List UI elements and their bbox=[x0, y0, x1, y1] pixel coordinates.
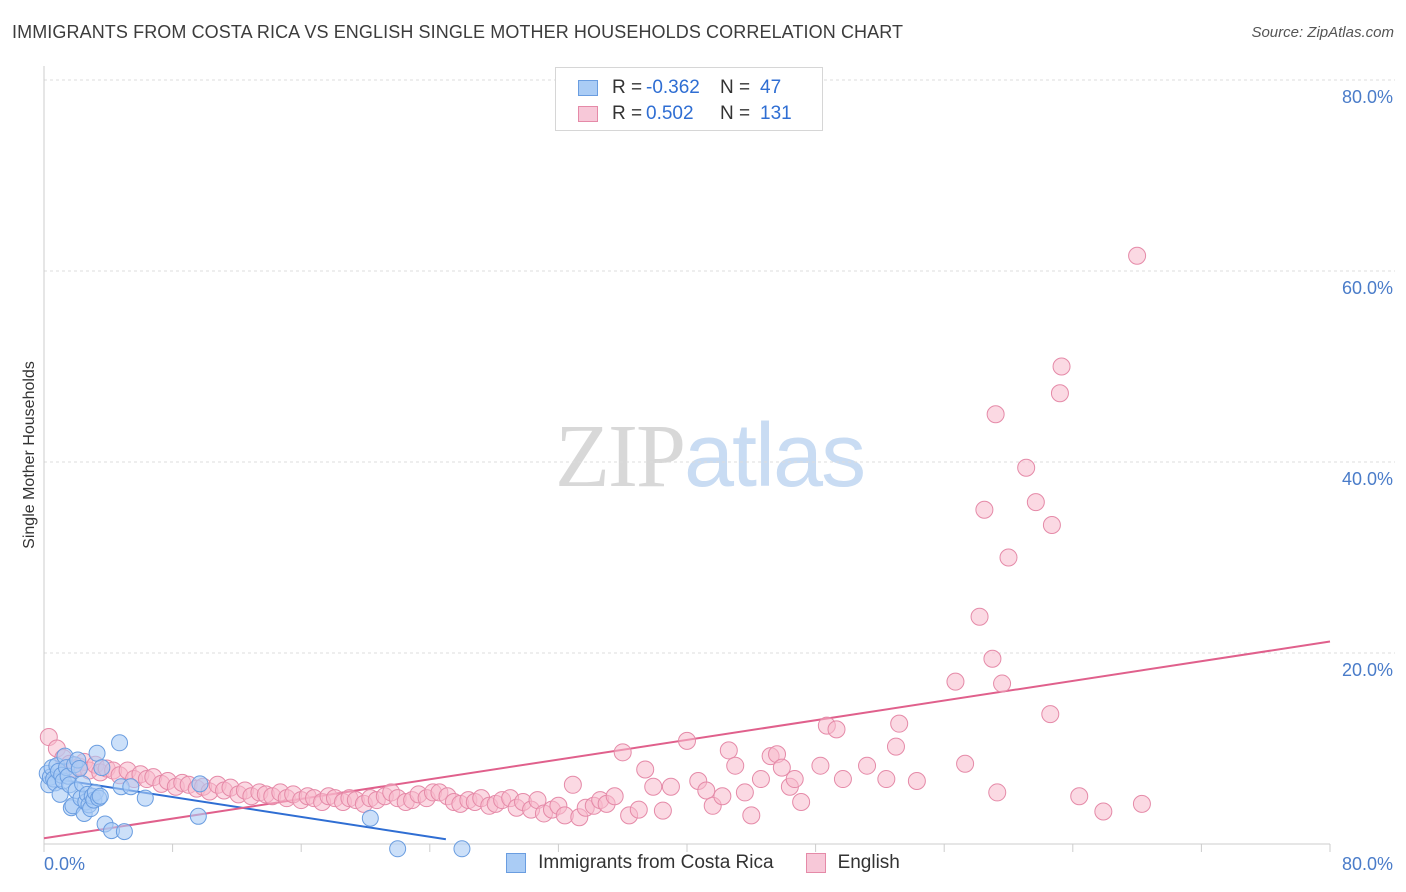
data-point-english bbox=[812, 757, 829, 774]
y-tick-label: 20.0% bbox=[1342, 660, 1393, 680]
y-axis-title: Single Mother Households bbox=[21, 361, 38, 549]
data-point-english bbox=[947, 673, 964, 690]
data-point-english bbox=[1027, 494, 1044, 511]
data-point-english bbox=[987, 406, 1004, 423]
data-point-english bbox=[971, 608, 988, 625]
data-point-english bbox=[606, 788, 623, 805]
data-point-english bbox=[878, 771, 895, 788]
correlation-legend: R = -0.362 N = 47 R = 0.502 N = 131 bbox=[555, 67, 823, 131]
data-point-costa-rica bbox=[190, 808, 206, 824]
series-swatch-pink bbox=[806, 853, 826, 873]
legend-n-label: N = bbox=[720, 77, 760, 99]
data-point-costa-rica bbox=[89, 745, 105, 761]
series-legend-english[interactable]: English bbox=[806, 852, 900, 874]
data-point-english bbox=[828, 721, 845, 738]
scatter-chart: 20.0%40.0%60.0%80.0%0.0% 80.0%Single Moth… bbox=[0, 0, 1406, 892]
data-point-english bbox=[714, 788, 731, 805]
data-point-costa-rica bbox=[94, 760, 110, 776]
data-point-english bbox=[630, 801, 647, 818]
series-swatch-blue bbox=[506, 853, 526, 873]
data-point-costa-rica bbox=[137, 790, 153, 806]
data-point-costa-rica bbox=[116, 824, 132, 840]
data-point-english bbox=[1018, 459, 1035, 476]
points-english bbox=[40, 247, 1150, 826]
data-point-costa-rica bbox=[362, 810, 378, 826]
data-point-english bbox=[752, 771, 769, 788]
data-point-english bbox=[1051, 385, 1068, 402]
data-point-english bbox=[720, 742, 737, 759]
data-point-english bbox=[645, 778, 662, 795]
data-point-english bbox=[679, 732, 696, 749]
data-point-english bbox=[698, 782, 715, 799]
data-point-english bbox=[994, 675, 1011, 692]
data-point-english bbox=[1042, 706, 1059, 723]
legend-r-value: 0.502 bbox=[646, 103, 720, 125]
legend-row-english: R = 0.502 N = 131 bbox=[578, 102, 792, 126]
legend-n-label: N = bbox=[720, 103, 760, 125]
data-point-english bbox=[859, 757, 876, 774]
data-point-costa-rica bbox=[71, 761, 87, 777]
data-point-english bbox=[637, 761, 654, 778]
data-point-english bbox=[984, 650, 1001, 667]
legend-r-label: R = bbox=[612, 103, 646, 125]
y-tick-label: 40.0% bbox=[1342, 469, 1393, 489]
data-point-english bbox=[743, 807, 760, 824]
data-point-english bbox=[834, 771, 851, 788]
data-point-english bbox=[976, 501, 993, 518]
data-point-english bbox=[662, 778, 679, 795]
data-point-costa-rica bbox=[92, 788, 108, 804]
legend-row-costa-rica: R = -0.362 N = 47 bbox=[578, 76, 781, 100]
y-tick-label: 80.0% bbox=[1342, 87, 1393, 107]
grid-lines bbox=[44, 80, 1395, 653]
series-label-english: English bbox=[838, 852, 900, 874]
legend-swatch-blue bbox=[578, 80, 598, 96]
data-point-english bbox=[1129, 247, 1146, 264]
data-point-english bbox=[891, 715, 908, 732]
legend-n-value: 47 bbox=[760, 77, 781, 99]
data-point-costa-rica bbox=[123, 779, 139, 795]
series-legend-costa-rica[interactable]: Immigrants from Costa Rica bbox=[506, 852, 773, 874]
data-point-english bbox=[1095, 803, 1112, 820]
data-point-english bbox=[1043, 517, 1060, 534]
data-point-english bbox=[564, 776, 581, 793]
legend-r-value: -0.362 bbox=[646, 77, 720, 99]
data-point-english bbox=[908, 772, 925, 789]
data-point-english bbox=[957, 755, 974, 772]
data-point-english bbox=[793, 793, 810, 810]
data-point-costa-rica bbox=[112, 735, 128, 751]
data-point-english bbox=[887, 738, 904, 755]
data-point-english bbox=[1071, 788, 1088, 805]
data-point-english bbox=[1133, 795, 1150, 812]
axis-labels: 20.0%40.0%60.0%80.0%0.0% 80.0%Single Moth… bbox=[21, 87, 1393, 874]
data-point-english bbox=[1053, 358, 1070, 375]
data-point-english bbox=[614, 744, 631, 761]
data-point-english bbox=[727, 757, 744, 774]
legend-n-value: 131 bbox=[760, 103, 792, 125]
data-point-english bbox=[1000, 549, 1017, 566]
data-point-english bbox=[736, 784, 753, 801]
legend-r-label: R = bbox=[612, 77, 646, 99]
series-legend: Immigrants from Costa Rica English bbox=[0, 852, 1406, 874]
legend-swatch-pink bbox=[578, 106, 598, 122]
y-tick-label: 60.0% bbox=[1342, 278, 1393, 298]
data-point-english bbox=[654, 802, 671, 819]
data-point-costa-rica bbox=[192, 776, 208, 792]
data-point-english bbox=[786, 771, 803, 788]
data-point-english bbox=[989, 784, 1006, 801]
series-label-costa-rica: Immigrants from Costa Rica bbox=[538, 852, 773, 874]
